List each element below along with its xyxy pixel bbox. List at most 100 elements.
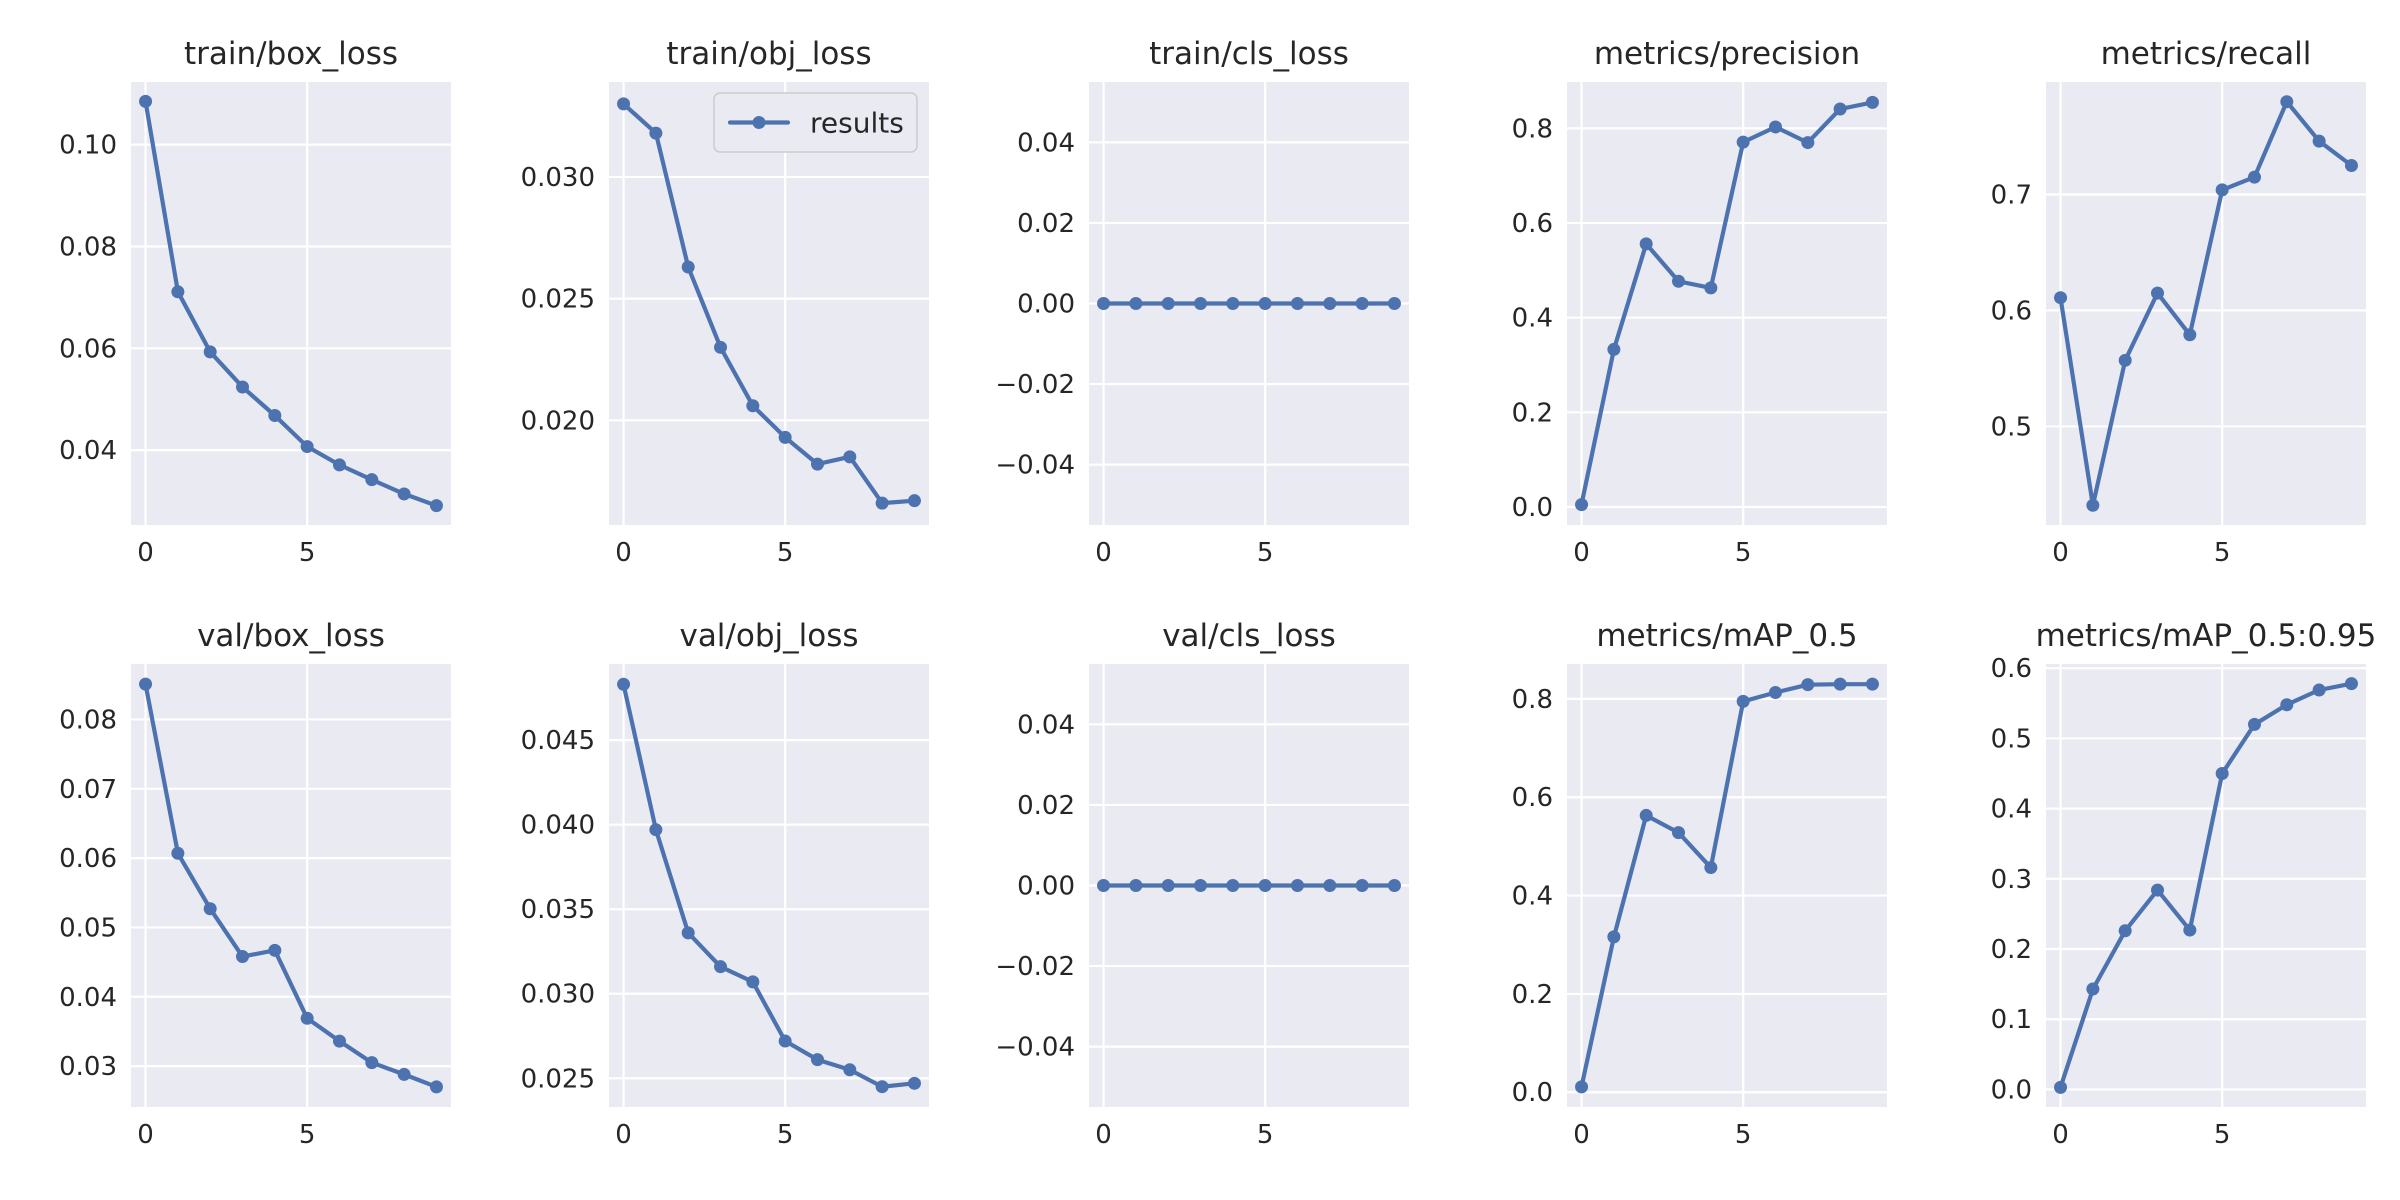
x-tick-label: 5 — [2214, 1120, 2231, 1150]
y-tick-label: 0.6 — [1991, 654, 2032, 684]
data-point — [1226, 297, 1240, 310]
data-point — [2247, 170, 2261, 184]
data-point — [1575, 1080, 1589, 1094]
data-point — [2086, 982, 2100, 996]
series-line-results — [621, 101, 917, 506]
y-tick-label: 0.00 — [1017, 872, 1075, 902]
data-point — [2054, 291, 2068, 305]
series-line-results — [2058, 681, 2354, 1090]
y-tick-label: 0.035 — [521, 895, 595, 925]
data-point — [171, 846, 185, 860]
data-point — [2151, 883, 2165, 897]
y-tick-label: 0.06 — [59, 334, 117, 364]
x-tick-label: 5 — [1735, 1120, 1752, 1150]
y-tick-label: 0.3 — [1991, 865, 2032, 895]
series-line-results — [143, 99, 439, 508]
y-tick-label: 0.6 — [1991, 296, 2032, 326]
y-tick-label: 0.10 — [59, 131, 117, 161]
data-point — [1290, 879, 1304, 892]
series-line-results — [621, 682, 917, 1089]
x-tick-label: 0 — [2052, 1120, 2069, 1150]
x-tick-label: 0 — [2052, 538, 2069, 568]
series-line-results — [2058, 99, 2354, 508]
chart-val-cls-loss: val/cls_loss −0.04 −0.02 0.00 0.02 0.04 0 5 — [995, 618, 1409, 1150]
data-point — [714, 960, 728, 974]
data-point — [2086, 498, 2100, 512]
chart-title: train/box_loss — [184, 36, 398, 72]
legend: results — [713, 92, 918, 153]
data-point — [2280, 95, 2294, 109]
data-point — [171, 285, 185, 299]
x-tick-label: 5 — [299, 538, 316, 568]
data-point — [1768, 120, 1782, 134]
y-tick-label: 0.040 — [521, 811, 595, 841]
y-tick-label: 0.7 — [1991, 180, 2032, 210]
data-point — [429, 1080, 443, 1094]
data-point — [203, 345, 217, 359]
y-tick-label: 0.04 — [59, 436, 117, 466]
data-point — [1258, 879, 1272, 892]
series-line-results — [1579, 682, 1875, 1089]
data-point — [1672, 826, 1686, 840]
data-point — [300, 1011, 314, 1025]
y-tick-label: 0.04 — [1017, 128, 1075, 158]
data-point — [236, 950, 250, 964]
legend-label: results — [810, 107, 904, 140]
y-tick-label: 0.8 — [1512, 114, 1553, 144]
x-tick-label: 5 — [1257, 1120, 1274, 1150]
data-point — [429, 499, 443, 513]
y-tick-label: 0.4 — [1512, 304, 1553, 334]
y-tick-label: 0.020 — [521, 406, 595, 436]
data-point — [1865, 95, 1879, 109]
data-point — [1161, 297, 1175, 310]
plot-area — [2046, 664, 2366, 1107]
data-point — [1801, 678, 1815, 692]
x-tick-label: 5 — [299, 1120, 316, 1150]
y-tick-label: −0.04 — [995, 1033, 1075, 1063]
data-point — [203, 902, 217, 916]
x-tick-label: 5 — [2214, 538, 2231, 568]
chart-metrics-map-0-5: metrics/mAP_0.5 0.0 0.2 0.4 0.6 0.8 0 5 — [1512, 618, 1887, 1150]
data-point — [1355, 879, 1369, 892]
data-point — [2118, 924, 2132, 938]
chart-val-box-loss: val/box_loss 0.03 0.04 0.05 0.06 0.07 0.08 0 5 — [59, 618, 451, 1150]
data-point — [2215, 183, 2229, 197]
data-point — [1355, 297, 1369, 310]
data-point — [1704, 861, 1718, 875]
series-line-results — [1579, 100, 1875, 507]
data-point — [1607, 930, 1621, 944]
y-tick-label: 0.030 — [521, 163, 595, 193]
legend-frame — [713, 92, 918, 153]
data-point — [2215, 767, 2229, 781]
data-point — [2280, 698, 2294, 712]
plot-area — [131, 82, 451, 525]
chart-title: val/obj_loss — [679, 618, 858, 654]
data-point — [843, 1063, 857, 1077]
y-tick-label: 0.0 — [1512, 493, 1553, 523]
y-tick-label: 0.6 — [1512, 783, 1553, 813]
gridlines — [131, 664, 451, 1107]
chart-train-box-loss: train/box_loss 0.04 0.06 0.08 0.10 0 5 — [59, 36, 451, 568]
y-tick-label: 0.2 — [1991, 935, 2032, 965]
data-point — [1865, 677, 1879, 691]
data-point — [365, 473, 379, 487]
data-point — [681, 926, 695, 940]
chart-title: metrics/precision — [1594, 36, 1860, 72]
chart-title: metrics/recall — [2101, 36, 2312, 72]
chart-title: val/box_loss — [197, 618, 385, 654]
data-point — [2247, 717, 2261, 731]
data-point — [268, 409, 282, 423]
y-tick-label: 0.00 — [1017, 290, 1075, 320]
data-point — [1736, 694, 1750, 708]
y-tick-label: 0.2 — [1512, 980, 1553, 1010]
data-point — [778, 430, 792, 444]
y-tick-label: 0.02 — [1017, 209, 1075, 239]
x-tick-label: 0 — [615, 538, 632, 568]
data-point — [1575, 498, 1589, 512]
series-line-results — [143, 681, 439, 1090]
data-point — [1387, 879, 1401, 892]
x-tick-label: 5 — [777, 1120, 794, 1150]
data-point — [397, 1067, 411, 1081]
y-tick-label: −0.02 — [995, 952, 1075, 982]
